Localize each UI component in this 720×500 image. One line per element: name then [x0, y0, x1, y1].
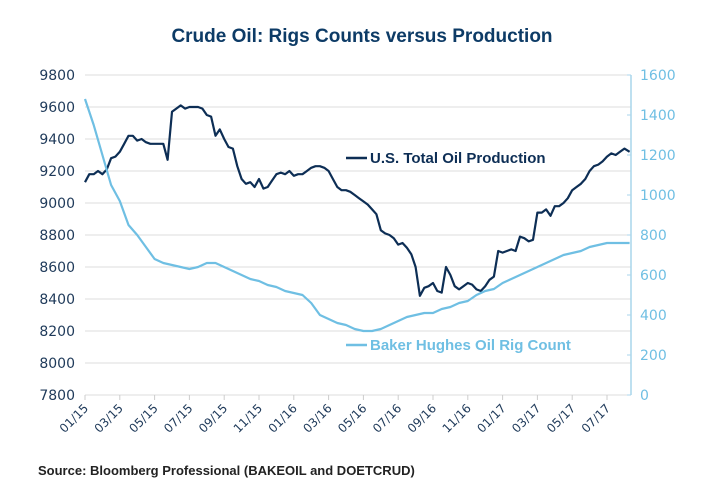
- left-tick-label: 9000: [39, 196, 75, 212]
- x-tick-label: 07/17: [579, 401, 613, 435]
- chart-title: Crude Oil: Rigs Counts versus Production: [171, 26, 552, 47]
- right-tick-label: 200: [640, 348, 667, 364]
- legend-rig-count-label: Baker Hughes Oil Rig Count: [370, 337, 571, 354]
- legend-rig-count: Baker Hughes Oil Rig Count: [346, 337, 571, 354]
- left-tick-label: 8200: [39, 324, 75, 340]
- x-tick-label: 03/17: [509, 401, 543, 435]
- x-tick-label: 07/16: [370, 401, 404, 435]
- rig-count-line: [83, 98, 630, 333]
- x-tick-label: 09/15: [196, 401, 230, 435]
- x-tick-label: 01/16: [266, 401, 300, 435]
- x-tick-label: 11/16: [440, 401, 474, 435]
- x-tick-label: 11/15: [231, 401, 265, 435]
- left-tick-label: 9200: [39, 164, 75, 180]
- x-tick-label: 01/15: [57, 401, 91, 435]
- right-tick-label: 1600: [640, 68, 676, 84]
- right-tick-label: 0: [640, 388, 649, 404]
- production-line: [84, 104, 631, 297]
- x-tick-label: 05/15: [126, 401, 160, 435]
- right-tick-label: 1000: [640, 188, 676, 204]
- left-tick-label: 7800: [39, 388, 75, 404]
- left-tick-label: 8600: [39, 260, 75, 276]
- right-tick-label: 400: [640, 308, 667, 324]
- left-tick-label: 8800: [39, 228, 75, 244]
- source-note: Source: Bloomberg Professional (BAKEOIL …: [38, 463, 415, 478]
- x-tick-label: 03/16: [300, 401, 334, 435]
- left-axis: 7800 8000 8200 8400 8600 8800 9000 9200 9400 9600…: [39, 68, 75, 404]
- series-lines: [83, 98, 631, 333]
- x-tick-label: 09/16: [405, 401, 439, 435]
- left-tick-label: 9400: [39, 132, 75, 148]
- right-tick-label: 1200: [640, 148, 676, 164]
- right-tick-label: 800: [640, 228, 667, 244]
- gridlines: [85, 74, 631, 396]
- legend-production-label: U.S. Total Oil Production: [370, 150, 546, 167]
- right-axis: 0 200 400 600 800 1000 1200 1400 1600: [627, 68, 676, 404]
- right-tick-label: 600: [640, 268, 667, 284]
- left-tick-label: 9800: [39, 68, 75, 84]
- left-tick-label: 8000: [39, 356, 75, 372]
- left-tick-label: 9600: [39, 100, 75, 116]
- x-axis: 01/15 03/15 05/15 07/15 09/15 11/15 01/16 03/16…: [57, 395, 613, 436]
- x-tick-label: 01/17: [474, 401, 508, 435]
- x-tick-label: 07/15: [161, 401, 195, 435]
- legend-production: U.S. Total Oil Production: [346, 150, 546, 167]
- right-tick-label: 1400: [640, 108, 676, 124]
- x-tick-label: 05/17: [544, 401, 578, 435]
- left-tick-label: 8400: [39, 292, 75, 308]
- x-tick-label: 05/16: [335, 401, 369, 435]
- x-tick-label: 03/15: [92, 401, 126, 435]
